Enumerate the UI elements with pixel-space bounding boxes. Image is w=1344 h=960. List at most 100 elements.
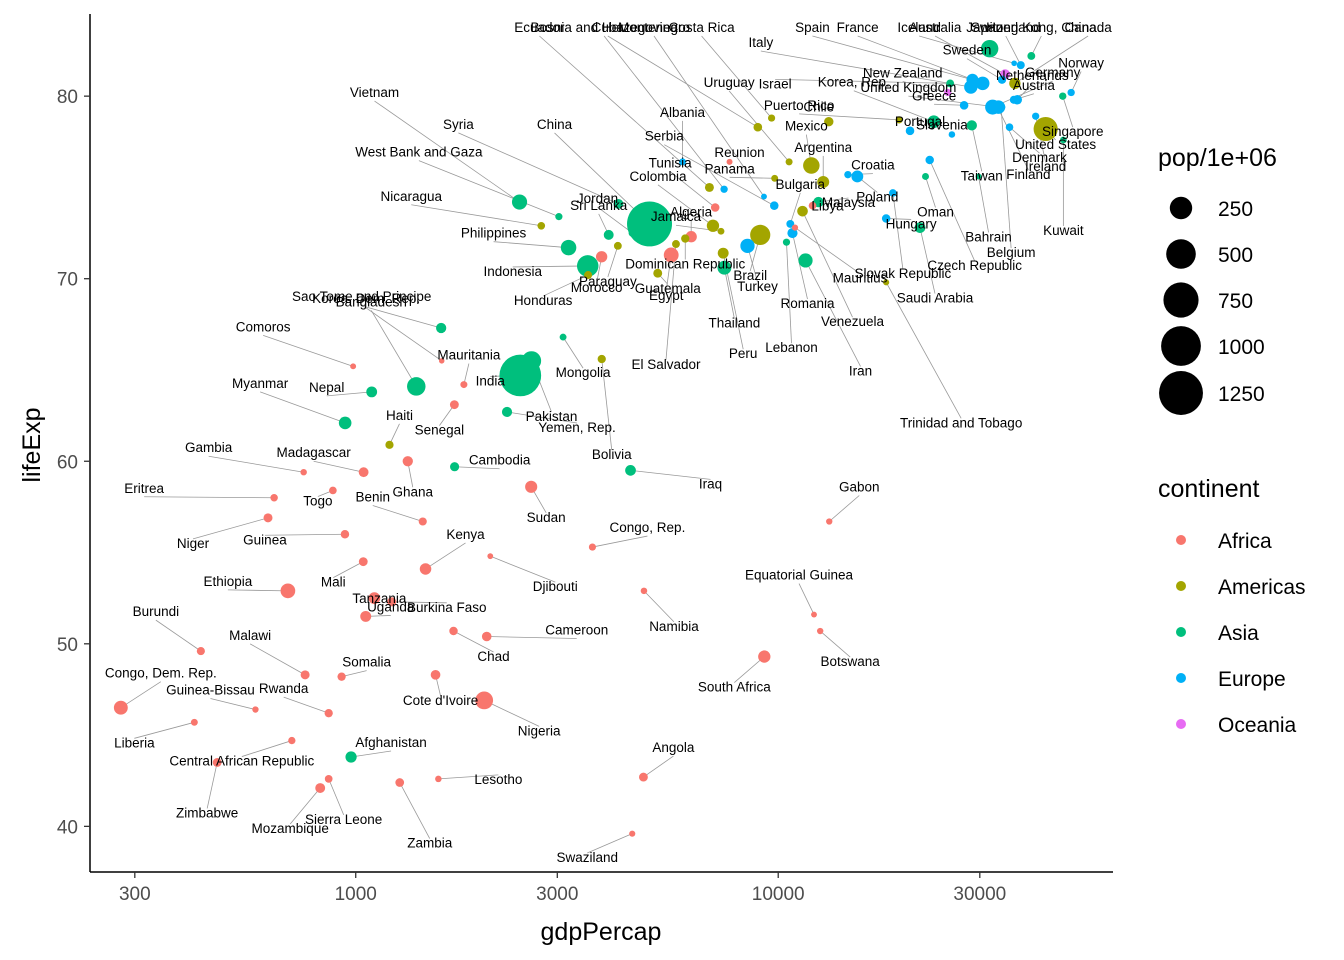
point-label: Korea, Dem. Rep. (312, 291, 420, 306)
point-new-zealand (944, 88, 952, 97)
point-hungary (881, 214, 891, 223)
size-legend-label: 250 (1218, 198, 1253, 221)
x-tick-label: 10000 (752, 884, 805, 905)
leader-line (587, 833, 633, 854)
point-sao-tome-and-principe (438, 358, 445, 364)
point-label: Uganda (367, 599, 415, 614)
leader-line (775, 78, 951, 84)
point-ghana (402, 456, 413, 467)
point-label: United States (1015, 137, 1096, 152)
leader-line (372, 505, 423, 522)
y-axis-title: lifeExp (18, 407, 46, 482)
point-label: Djibouti (533, 579, 578, 594)
point-label: Bolivia (592, 447, 632, 462)
point-label: Sri Lanka (570, 198, 628, 213)
point-benin (418, 517, 427, 526)
point-label: Albania (660, 105, 706, 120)
point-label: Iraq (699, 476, 722, 491)
point-eritrea (270, 494, 278, 502)
point-label: Spain (795, 20, 830, 35)
leader-line (210, 698, 256, 710)
point-label: Congo, Rep. (610, 520, 686, 535)
color-legend-label: Africa (1218, 530, 1272, 553)
point-yemen-rep- (501, 406, 513, 418)
color-legend-entries: Africa Americas Asia Europe Oceania (1176, 530, 1306, 737)
point-label: Malaysia (822, 195, 876, 210)
point-label: Nepal (309, 380, 344, 395)
point-label: Netherlands (996, 68, 1069, 83)
leader-line (374, 100, 520, 203)
point-south-africa (758, 650, 771, 663)
point-west-bank-and-gaza (555, 213, 563, 221)
point-pakistan (521, 351, 542, 371)
leader-line (828, 495, 860, 522)
point-label: Germany (1025, 65, 1081, 80)
point-iraq (625, 465, 636, 476)
leader-line (934, 103, 965, 106)
point-jordan (628, 229, 637, 237)
point-congo-dem-rep- (113, 700, 128, 715)
point-label: Morocco (571, 280, 623, 295)
point-label: Rwanda (259, 681, 309, 696)
point-france (975, 76, 990, 91)
leader-line (802, 210, 853, 318)
point-label: Comoros (236, 319, 291, 334)
point-colombia (706, 219, 720, 232)
leader-line (493, 241, 569, 249)
size-legend-key (1166, 239, 1196, 269)
point-label: Kuwait (1043, 223, 1084, 238)
point-myanmar (338, 416, 352, 430)
point-label: Cuba (592, 20, 625, 35)
point-lesotho (435, 775, 442, 783)
point-sri-lanka (603, 229, 614, 240)
point-label: Sudan (527, 510, 566, 525)
point-label: Bahrain (965, 229, 1012, 244)
leader-line (934, 35, 1006, 75)
leader-line (966, 58, 1003, 81)
point-label: Vietnam (350, 85, 399, 100)
point-label: Portugal (895, 114, 945, 129)
point-label: Mali (321, 575, 346, 590)
point-reunion (726, 158, 733, 165)
leader-line (857, 35, 983, 84)
leader-line (484, 700, 540, 727)
point-label: Congo, Dem. Rep. (105, 666, 217, 681)
point-label: France (837, 20, 879, 35)
point-korea-dem-rep- (436, 322, 447, 334)
leader-line (789, 192, 801, 225)
leader-line (601, 358, 613, 451)
point-oman (922, 172, 929, 180)
point-guinea-bissau (252, 706, 259, 713)
point-label: Switzerland (971, 20, 1041, 35)
point-label: China (537, 117, 573, 132)
leader-line (607, 35, 759, 128)
point-label: Uruguay (704, 75, 755, 90)
point-morocco (595, 251, 608, 263)
leader-line (399, 782, 431, 839)
point-label: Ireland (1025, 159, 1066, 174)
point-mali (358, 557, 368, 567)
leader-line (366, 306, 442, 329)
color-legend-key (1176, 719, 1186, 729)
point-zambia (395, 778, 405, 787)
point-djibouti (487, 553, 494, 560)
leader-line (418, 160, 560, 218)
x-tick-label: 300 (119, 884, 151, 905)
axes: 300 1000 3000 10000 30000 40 50 60 70 80 (57, 14, 1113, 905)
point-label: Guinea (243, 532, 287, 547)
point-label: Nicaragua (380, 189, 442, 204)
point-label: Malawi (229, 628, 271, 643)
leader-line (799, 113, 900, 121)
point-label: Burundi (133, 604, 180, 619)
point-label: Somalia (342, 655, 391, 670)
point-czech-republic (925, 155, 934, 165)
point-label: Montenegro (618, 20, 690, 35)
point-bangladesh (407, 377, 426, 396)
point-albania (679, 158, 687, 166)
point-label: Croatia (851, 158, 895, 173)
point-label: Nigeria (518, 723, 561, 738)
point-angola (639, 772, 648, 782)
point-sweden (997, 75, 1007, 84)
leader-line (486, 636, 577, 639)
